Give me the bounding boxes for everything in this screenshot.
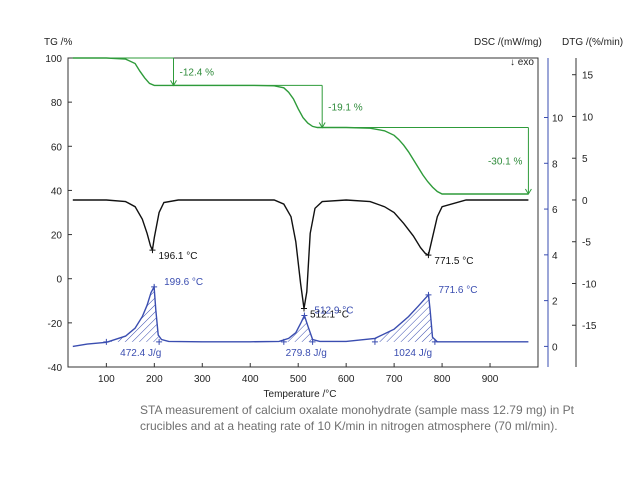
dsc-peak-label: 199.6 °C (164, 277, 203, 288)
dsc-tick-label: 10 (552, 114, 564, 125)
dtg-tick-label: -10 (582, 279, 597, 290)
tg-tick-label: 100 (45, 54, 62, 65)
plot-box (67, 57, 539, 368)
tg-step-arrow (170, 80, 177, 87)
x-tick-label: 900 (482, 374, 499, 385)
peak-marker (301, 305, 308, 312)
plot-frame (67, 57, 577, 368)
tg-tick-label: 40 (51, 186, 63, 197)
dsc-peak-label: 771.6 °C (438, 285, 477, 296)
dsc-area-label: 279.8 J/g (286, 348, 327, 359)
tg-tick-label: 20 (51, 231, 63, 242)
peak-marker (425, 252, 432, 259)
dsc-area-label: 1024 J/g (394, 348, 432, 359)
dsc-axis-title: DSC /(mW/mg) (474, 37, 542, 48)
exo-note: ↓ exo (510, 57, 534, 68)
series-lines (72, 57, 529, 348)
tg-step-label: -30.1 % (488, 157, 523, 168)
peak-marker (151, 283, 158, 290)
dtg-peak-label: 512.1 °C (310, 310, 349, 321)
dsc-area-label: 472.4 J/g (120, 348, 161, 359)
tg-tick-label: 60 (51, 142, 63, 153)
tg-tick-label: -40 (48, 363, 63, 374)
peak-marker (371, 338, 378, 345)
tg-step-arrow (524, 188, 532, 195)
dsc-tick-label: 8 (552, 159, 558, 170)
tg-axis-title: TG /% (44, 37, 72, 48)
peak-marker (425, 291, 432, 298)
tg-step-label: -12.4 % (180, 68, 215, 79)
figure-caption: STA measurement of calcium oxalate monoh… (140, 403, 574, 433)
sta-chart: TG /% DSC /(mW/mg) DTG /(%/min) ↓ exo Te… (44, 37, 623, 400)
x-axis-title: Temperature /°C (264, 389, 337, 400)
peak-marker (301, 312, 308, 319)
peak-marker (309, 338, 316, 345)
dtg-tick-label: -5 (582, 238, 591, 249)
x-tick-label: 400 (242, 374, 259, 385)
peak-marker (156, 338, 163, 345)
dsc-peak-label: 512.9 °C (314, 306, 353, 317)
peak-marker (280, 338, 287, 345)
dtg-tick-label: 10 (582, 112, 594, 123)
tg-tick-label: 80 (51, 98, 63, 109)
dsc-tick-label: 4 (552, 251, 558, 262)
x-tick-label: 100 (98, 374, 115, 385)
peak-marker (431, 338, 438, 345)
dtg-tick-label: 15 (582, 71, 594, 82)
dtg-axis-title: DTG /(%/min) (562, 37, 623, 48)
dsc-tick-label: 2 (552, 297, 558, 308)
dtg-peak-label: 196.1 °C (158, 251, 197, 262)
tg-curve (72, 57, 529, 195)
dtg-tick-label: -15 (582, 321, 597, 332)
tg-step-label: -19.1 % (328, 102, 363, 113)
dtg-tick-label: 5 (582, 154, 588, 165)
annotations: -12.4 % -19.1 % -30.1 % 196.1 °C 512.1 °C 771… (72, 57, 532, 359)
dsc-peak-area (374, 294, 435, 342)
axis-ticks: 100 200 300 400 500 600 700 800 900100806040200-… (45, 54, 597, 385)
x-tick-label: 800 (434, 374, 451, 385)
x-tick-label: 700 (386, 374, 403, 385)
x-tick-label: 500 (290, 374, 307, 385)
tg-tick-label: 0 (56, 275, 62, 286)
dsc-peak-area (106, 286, 160, 343)
dsc-tick-label: 6 (552, 205, 558, 216)
dtg-tick-label: 0 (582, 196, 588, 207)
x-tick-label: 200 (146, 374, 163, 385)
tg-tick-label: -20 (48, 319, 63, 330)
peak-marker (149, 247, 156, 254)
peak-marker (103, 338, 110, 345)
dsc-tick-label: 0 (552, 342, 558, 353)
x-tick-label: 300 (194, 374, 211, 385)
x-tick-label: 600 (338, 374, 355, 385)
dtg-peak-label: 771.5 °C (434, 256, 473, 267)
